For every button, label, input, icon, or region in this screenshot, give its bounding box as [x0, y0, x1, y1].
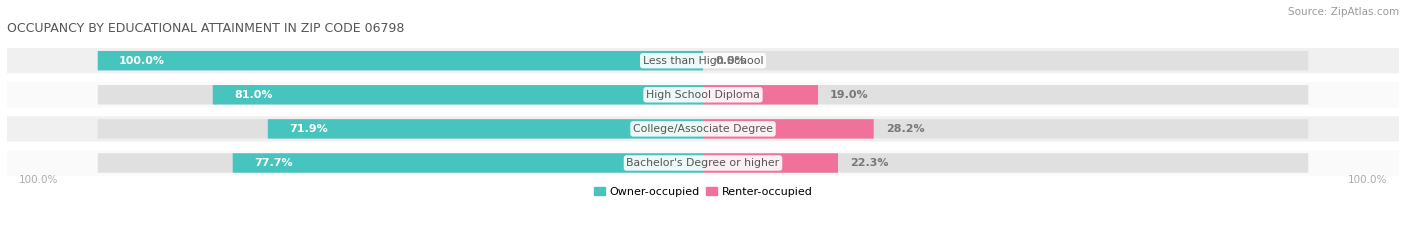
FancyBboxPatch shape: [7, 48, 1399, 73]
Text: 22.3%: 22.3%: [851, 158, 889, 168]
FancyBboxPatch shape: [7, 150, 1399, 176]
FancyBboxPatch shape: [233, 153, 703, 173]
Text: 100.0%: 100.0%: [1347, 175, 1386, 185]
Text: 19.0%: 19.0%: [830, 90, 869, 100]
FancyBboxPatch shape: [267, 119, 703, 139]
FancyBboxPatch shape: [703, 153, 838, 173]
FancyBboxPatch shape: [703, 153, 1308, 173]
FancyBboxPatch shape: [98, 85, 703, 105]
Legend: Owner-occupied, Renter-occupied: Owner-occupied, Renter-occupied: [589, 182, 817, 201]
Text: College/Associate Degree: College/Associate Degree: [633, 124, 773, 134]
Text: Source: ZipAtlas.com: Source: ZipAtlas.com: [1288, 7, 1399, 17]
FancyBboxPatch shape: [703, 85, 818, 105]
Text: 0.0%: 0.0%: [716, 56, 745, 66]
FancyBboxPatch shape: [212, 85, 703, 105]
Text: 77.7%: 77.7%: [254, 158, 292, 168]
FancyBboxPatch shape: [98, 119, 703, 139]
Text: 100.0%: 100.0%: [20, 175, 59, 185]
FancyBboxPatch shape: [7, 116, 1399, 141]
Text: OCCUPANCY BY EDUCATIONAL ATTAINMENT IN ZIP CODE 06798: OCCUPANCY BY EDUCATIONAL ATTAINMENT IN Z…: [7, 22, 405, 35]
Text: 100.0%: 100.0%: [120, 56, 165, 66]
Text: 28.2%: 28.2%: [886, 124, 924, 134]
FancyBboxPatch shape: [703, 85, 1308, 105]
Text: 81.0%: 81.0%: [233, 90, 273, 100]
Text: High School Diploma: High School Diploma: [647, 90, 759, 100]
Text: 71.9%: 71.9%: [290, 124, 328, 134]
FancyBboxPatch shape: [98, 153, 703, 173]
Text: Bachelor's Degree or higher: Bachelor's Degree or higher: [627, 158, 779, 168]
Text: Less than High School: Less than High School: [643, 56, 763, 66]
FancyBboxPatch shape: [7, 82, 1399, 107]
FancyBboxPatch shape: [703, 119, 873, 139]
FancyBboxPatch shape: [98, 51, 703, 70]
FancyBboxPatch shape: [703, 51, 1308, 70]
FancyBboxPatch shape: [703, 119, 1308, 139]
FancyBboxPatch shape: [98, 51, 703, 70]
